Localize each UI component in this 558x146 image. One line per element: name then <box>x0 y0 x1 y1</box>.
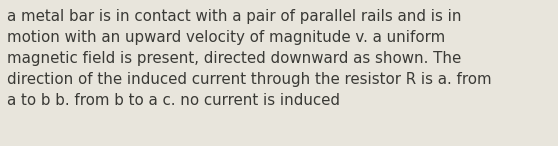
Text: a metal bar is in contact with a pair of parallel rails and is in
motion with an: a metal bar is in contact with a pair of… <box>7 9 492 108</box>
